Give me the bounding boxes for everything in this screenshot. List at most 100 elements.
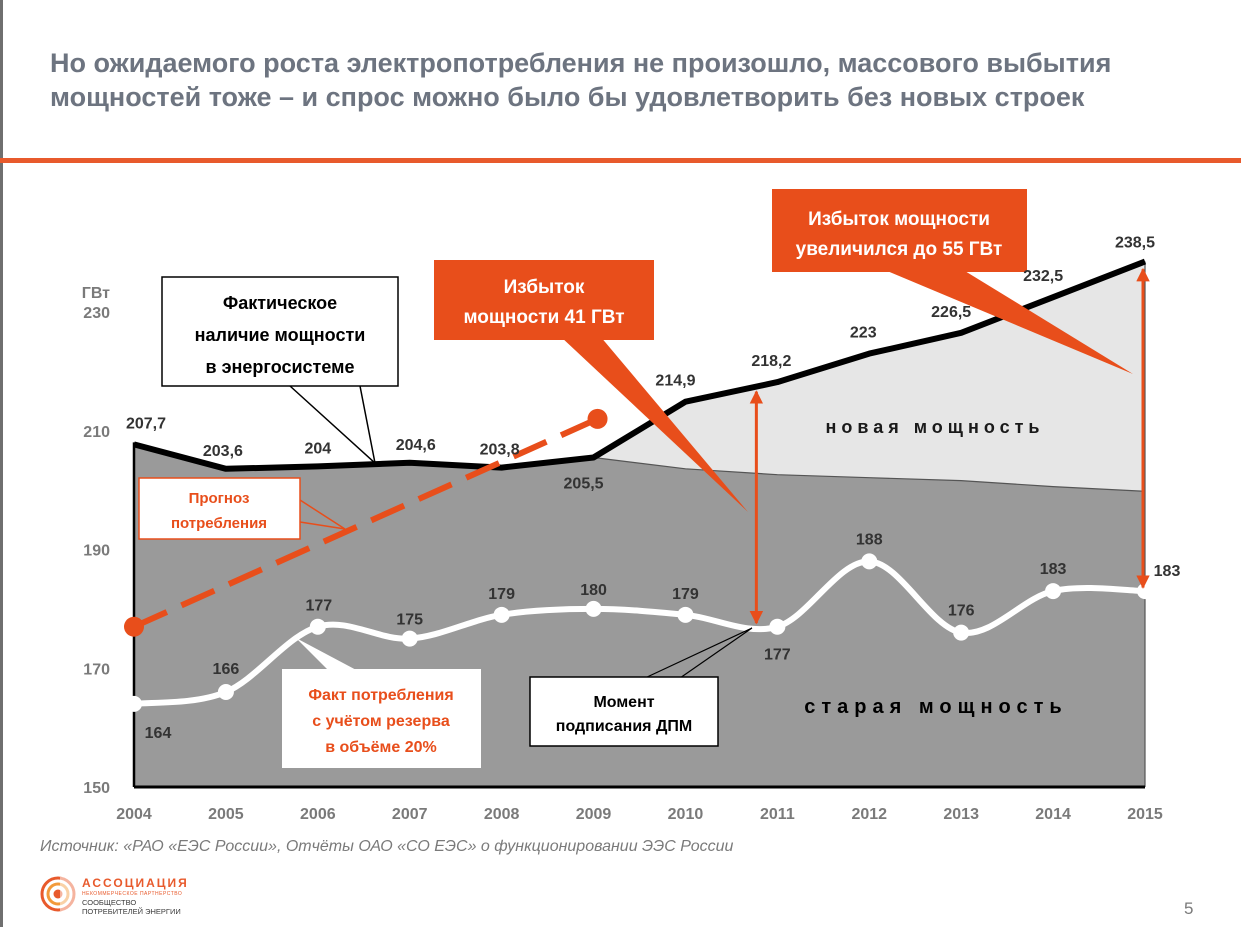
left-border bbox=[0, 0, 3, 927]
consumption-point-2010 bbox=[677, 606, 694, 623]
x-tick-label-2011: 2011 bbox=[760, 806, 795, 823]
capacity-label-2006: 204 bbox=[304, 440, 331, 457]
consumption-point-2007 bbox=[401, 630, 418, 647]
dpm-callout-pointer bbox=[644, 627, 753, 679]
consumption-label-2009: 180 bbox=[580, 582, 607, 599]
consumption-point-2015 bbox=[1137, 583, 1153, 600]
dpm-callout-box bbox=[529, 676, 719, 747]
annotations: Избыток мощности 41 ГВт Избыток мощности ув… bbox=[138, 189, 1150, 768]
new-capacity-label: новая мощность bbox=[826, 417, 1045, 437]
slide-title: Но ожидаемого роста электропотребления н… bbox=[50, 48, 1112, 112]
forecast-line bbox=[132, 416, 599, 630]
consumption-label-2015: 183 bbox=[1154, 563, 1181, 580]
forecast-start-point bbox=[124, 616, 144, 637]
consumption-label-2012: 188 bbox=[856, 531, 883, 548]
consumption-point-2012 bbox=[861, 553, 878, 570]
capacity-label-2012: 223 bbox=[850, 325, 877, 342]
dpm-callout-text-line-2: подписания ДПМ bbox=[556, 718, 692, 735]
y-tick-label-190: 190 bbox=[83, 543, 110, 560]
consumption-point-2014 bbox=[1045, 583, 1062, 600]
x-tick-label-2004: 2004 bbox=[116, 806, 152, 823]
consumption-label-2013: 176 bbox=[948, 603, 975, 620]
logo-icon bbox=[40, 876, 78, 912]
y-axis-unit: ГВт bbox=[82, 285, 110, 302]
series-lines bbox=[124, 258, 1153, 712]
capacity-label-2013: 226,5 bbox=[931, 304, 971, 321]
x-tick-label-2012: 2012 bbox=[851, 806, 887, 823]
consumption-point-2011 bbox=[769, 618, 786, 635]
axes: 150 170 190 210 230 ГВт 2004 2005 2006 2007 2008 20… bbox=[82, 285, 1163, 823]
consumption-callout-pointer bbox=[296, 638, 360, 672]
forecast-end-point bbox=[587, 408, 608, 429]
forecast-callout-pointer bbox=[299, 499, 346, 530]
consumption-label-2007: 175 bbox=[396, 612, 423, 629]
y-tick-label-150: 150 bbox=[83, 780, 110, 797]
y-tick-label-230: 230 bbox=[83, 305, 110, 322]
x-tick-label-2006: 2006 bbox=[300, 806, 336, 823]
consumption-point-2009 bbox=[585, 600, 602, 617]
consumption-label-2011: 177 bbox=[764, 647, 791, 664]
surplus-2011-text-line-1: Избыток bbox=[504, 277, 585, 298]
page-number: 5 bbox=[1184, 899, 1194, 918]
capacity-label-2011: 218,2 bbox=[751, 353, 791, 370]
surplus-2015-text-line-2: увеличился до 55 ГВт bbox=[796, 239, 1003, 260]
consumption-label-2008: 179 bbox=[488, 586, 515, 603]
consumption-label-2010: 179 bbox=[672, 586, 699, 603]
y-tick-label-210: 210 bbox=[83, 424, 110, 441]
x-tick-label-2014: 2014 bbox=[1035, 806, 1071, 823]
consumption-point-2006 bbox=[309, 618, 326, 635]
consumption-point-2013 bbox=[953, 624, 970, 641]
old-capacity-label: старая мощность bbox=[804, 696, 1067, 718]
consumption-label-2014: 183 bbox=[1040, 561, 1067, 578]
consumption-label-2005: 166 bbox=[213, 661, 240, 678]
capacity-label-2015: 238,5 bbox=[1115, 235, 1155, 252]
x-tick-label-2013: 2013 bbox=[943, 806, 979, 823]
x-tick-label-2005: 2005 bbox=[208, 806, 244, 823]
capacity-label-2008: 203,8 bbox=[480, 442, 520, 459]
x-tick-label-2008: 2008 bbox=[484, 806, 520, 823]
forecast-callout-box bbox=[138, 477, 301, 540]
consumption-label-2006: 177 bbox=[305, 598, 332, 615]
logo-subtitle: НЕКОММЕРЧЕСКОЕ ПАРТНЕРСТВО bbox=[82, 891, 183, 897]
capacity-label-2005: 203,6 bbox=[203, 443, 243, 460]
logo-line-2: ПОТРЕБИТЕЛЕЙ ЭНЕРГИИ bbox=[82, 907, 181, 916]
surplus-2015-pointer bbox=[880, 268, 1133, 374]
capacity-callout-box bbox=[161, 276, 399, 387]
dpm-callout-text-line-1: Момент bbox=[593, 694, 654, 711]
consumption-callout-text-line-1: Факт потребления bbox=[308, 687, 453, 704]
capacity-label-2004: 207,7 bbox=[126, 415, 166, 432]
consumption-point-2005 bbox=[217, 684, 234, 700]
capacity-callout-text-line-3: в энергосистеме bbox=[206, 357, 355, 377]
capacity-callout-text-line-1: Фактическое bbox=[223, 293, 337, 313]
consumption-point-2004 bbox=[126, 695, 142, 712]
capacity-label-2009: 205,5 bbox=[564, 475, 604, 492]
consumption-callout-box bbox=[282, 669, 481, 768]
capacity-callout-text-line-2: наличие мощности bbox=[195, 325, 366, 345]
surplus-2015-text-line-1: Избыток мощности bbox=[808, 209, 990, 230]
data-labels: 207,7 203,6 204 204,6 203,8 205,5 214,9 218,2 22… bbox=[126, 235, 1180, 742]
y-tick-label-170: 170 bbox=[83, 661, 110, 678]
capacity-label-2007: 204,6 bbox=[396, 437, 436, 454]
source-note: Источник: «РАО «ЕЭС России», Отчёты ОАО … bbox=[40, 838, 734, 855]
capacity-line bbox=[133, 258, 1147, 472]
association-logo: АССОЦИАЦИЯ НЕКОММЕРЧЕСКОЕ ПАРТНЕРСТВО СО… bbox=[38, 874, 218, 922]
x-tick-label-2010: 2010 bbox=[668, 806, 704, 823]
logo-name: АССОЦИАЦИЯ bbox=[82, 876, 189, 890]
surplus-2011-text-line-2: мощности 41 ГВт bbox=[463, 307, 624, 328]
consumption-label-2004: 164 bbox=[145, 725, 172, 742]
capacity-callout-pointer bbox=[289, 385, 377, 466]
capacity-label-2014: 232,5 bbox=[1023, 268, 1063, 285]
forecast-callout-text-line-1: Прогноз bbox=[189, 490, 250, 507]
new-capacity-area bbox=[134, 261, 1145, 492]
consumption-callout-text-line-2: с учётом резерва bbox=[312, 713, 450, 730]
surplus-2011-box bbox=[434, 260, 654, 340]
x-tick-label-2009: 2009 bbox=[576, 806, 612, 823]
consumption-point-2008 bbox=[493, 606, 510, 623]
title-divider bbox=[0, 158, 1241, 163]
logo-line-1: СООБЩЕСТВО bbox=[82, 898, 137, 907]
x-tick-label-2015: 2015 bbox=[1127, 806, 1163, 823]
forecast-callout-text-line-2: потребления bbox=[171, 515, 267, 532]
consumption-callout-text-line-3: в объёме 20% bbox=[325, 739, 437, 756]
capacity-label-2010: 214,9 bbox=[655, 373, 695, 390]
